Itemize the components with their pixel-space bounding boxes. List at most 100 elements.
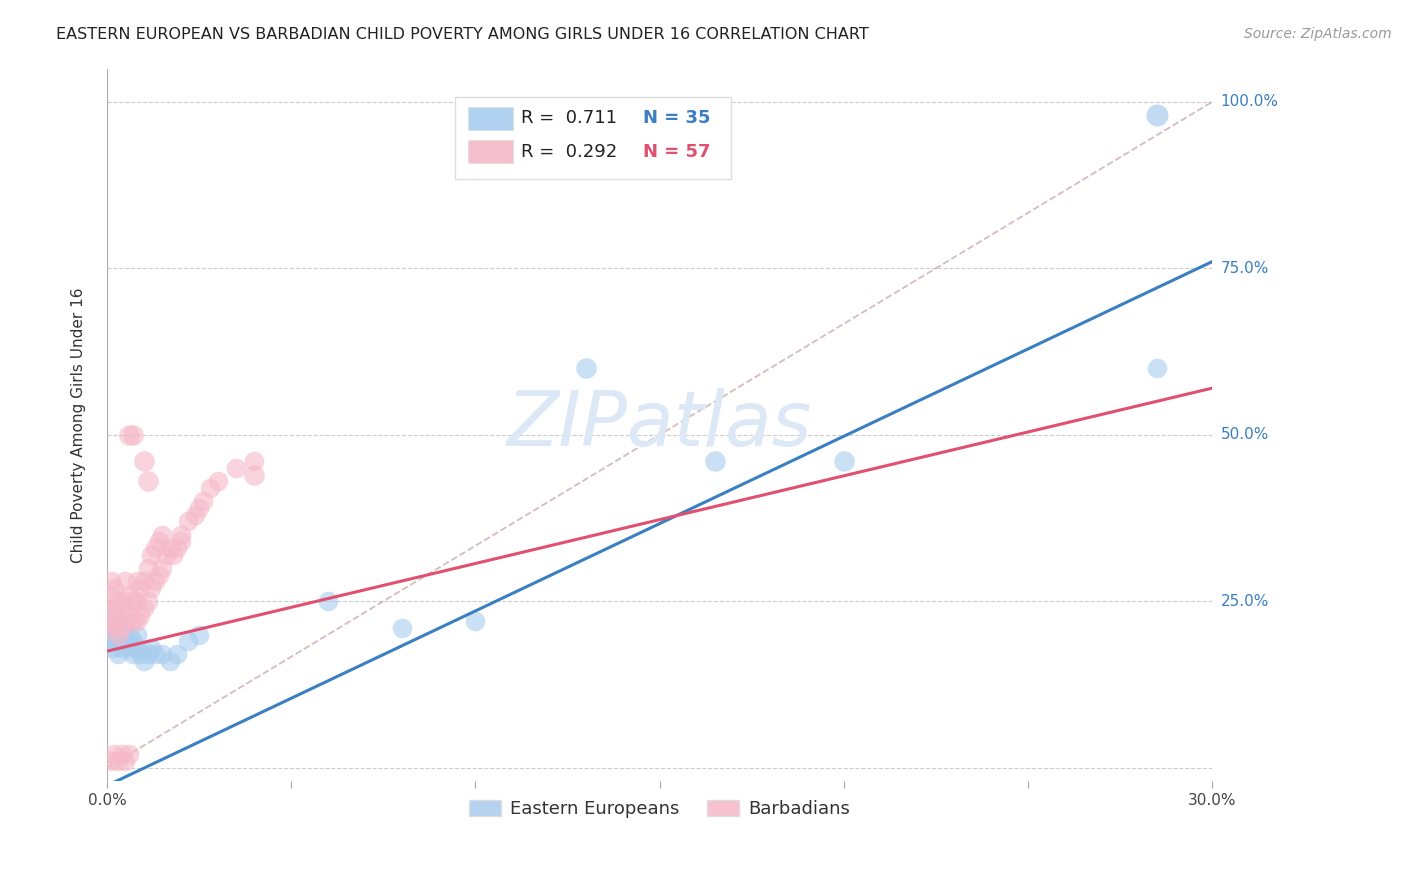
Point — [121, 634, 143, 648]
Point — [464, 614, 486, 628]
Point — [188, 500, 211, 515]
Point — [107, 627, 129, 641]
Point — [141, 640, 163, 655]
Text: N = 57: N = 57 — [643, 143, 710, 161]
Text: R =  0.292: R = 0.292 — [522, 143, 617, 161]
Point — [100, 600, 122, 615]
Text: 75.0%: 75.0% — [1220, 260, 1268, 276]
Point — [121, 594, 143, 608]
Text: 100.0%: 100.0% — [1220, 95, 1278, 110]
Point — [114, 594, 136, 608]
Point — [107, 614, 129, 628]
Point — [141, 548, 163, 562]
Point — [150, 648, 173, 662]
Point — [129, 648, 152, 662]
Point — [97, 614, 120, 628]
Point — [125, 640, 148, 655]
Point — [225, 461, 247, 475]
FancyBboxPatch shape — [468, 107, 513, 130]
Point — [100, 588, 122, 602]
Y-axis label: Child Poverty Among Girls Under 16: Child Poverty Among Girls Under 16 — [72, 287, 86, 563]
Point — [121, 427, 143, 442]
Point — [136, 561, 159, 575]
Text: 25.0%: 25.0% — [1220, 594, 1268, 608]
Point — [111, 621, 134, 635]
Point — [107, 648, 129, 662]
Point — [101, 621, 124, 635]
Point — [118, 607, 141, 622]
Point — [118, 588, 141, 602]
FancyBboxPatch shape — [456, 97, 731, 179]
Point — [188, 627, 211, 641]
Point — [114, 574, 136, 589]
Point — [114, 754, 136, 768]
Point — [316, 594, 339, 608]
Point — [150, 561, 173, 575]
Point — [103, 621, 125, 635]
Point — [107, 614, 129, 628]
Point — [118, 627, 141, 641]
Point — [114, 634, 136, 648]
Point — [170, 534, 193, 549]
Point — [141, 581, 163, 595]
Text: EASTERN EUROPEAN VS BARBADIAN CHILD POVERTY AMONG GIRLS UNDER 16 CORRELATION CHA: EASTERN EUROPEAN VS BARBADIAN CHILD POVE… — [56, 27, 869, 42]
Point — [101, 640, 124, 655]
Point — [391, 621, 413, 635]
Point — [132, 574, 155, 589]
Point — [132, 454, 155, 468]
Point — [103, 607, 125, 622]
Point — [1146, 108, 1168, 122]
Point — [129, 581, 152, 595]
Point — [118, 640, 141, 655]
Point — [100, 754, 122, 768]
Point — [243, 467, 266, 482]
FancyBboxPatch shape — [468, 140, 513, 163]
Point — [105, 634, 128, 648]
Point — [114, 621, 136, 635]
Point — [97, 634, 120, 648]
Point — [103, 747, 125, 762]
Point — [575, 361, 598, 376]
Point — [111, 627, 134, 641]
Point — [136, 475, 159, 489]
Point — [111, 640, 134, 655]
Legend: Eastern Europeans, Barbadians: Eastern Europeans, Barbadians — [461, 793, 858, 825]
Point — [166, 648, 188, 662]
Point — [162, 548, 184, 562]
Point — [107, 627, 129, 641]
Point — [103, 581, 125, 595]
Point — [107, 754, 129, 768]
Point — [207, 475, 229, 489]
Point — [114, 614, 136, 628]
Point — [132, 654, 155, 668]
Point — [150, 527, 173, 541]
Point — [143, 574, 166, 589]
Point — [143, 648, 166, 662]
Text: R =  0.711: R = 0.711 — [522, 110, 617, 128]
Text: Source: ZipAtlas.com: Source: ZipAtlas.com — [1244, 27, 1392, 41]
Point — [125, 574, 148, 589]
Text: N = 35: N = 35 — [643, 110, 710, 128]
Point — [129, 607, 152, 622]
Point — [143, 541, 166, 555]
Point — [1146, 361, 1168, 376]
Point — [177, 514, 200, 528]
Point — [136, 594, 159, 608]
Point — [832, 454, 855, 468]
Point — [155, 548, 177, 562]
Point — [100, 627, 122, 641]
Point — [200, 481, 222, 495]
Point — [159, 541, 181, 555]
Point — [148, 534, 170, 549]
Point — [159, 654, 181, 668]
Point — [100, 574, 122, 589]
Point — [170, 527, 193, 541]
Point — [184, 508, 207, 522]
Text: 50.0%: 50.0% — [1220, 427, 1268, 442]
Point — [118, 427, 141, 442]
Point — [125, 627, 148, 641]
Point — [100, 614, 122, 628]
Point — [191, 494, 214, 508]
Point — [243, 454, 266, 468]
Point — [177, 634, 200, 648]
